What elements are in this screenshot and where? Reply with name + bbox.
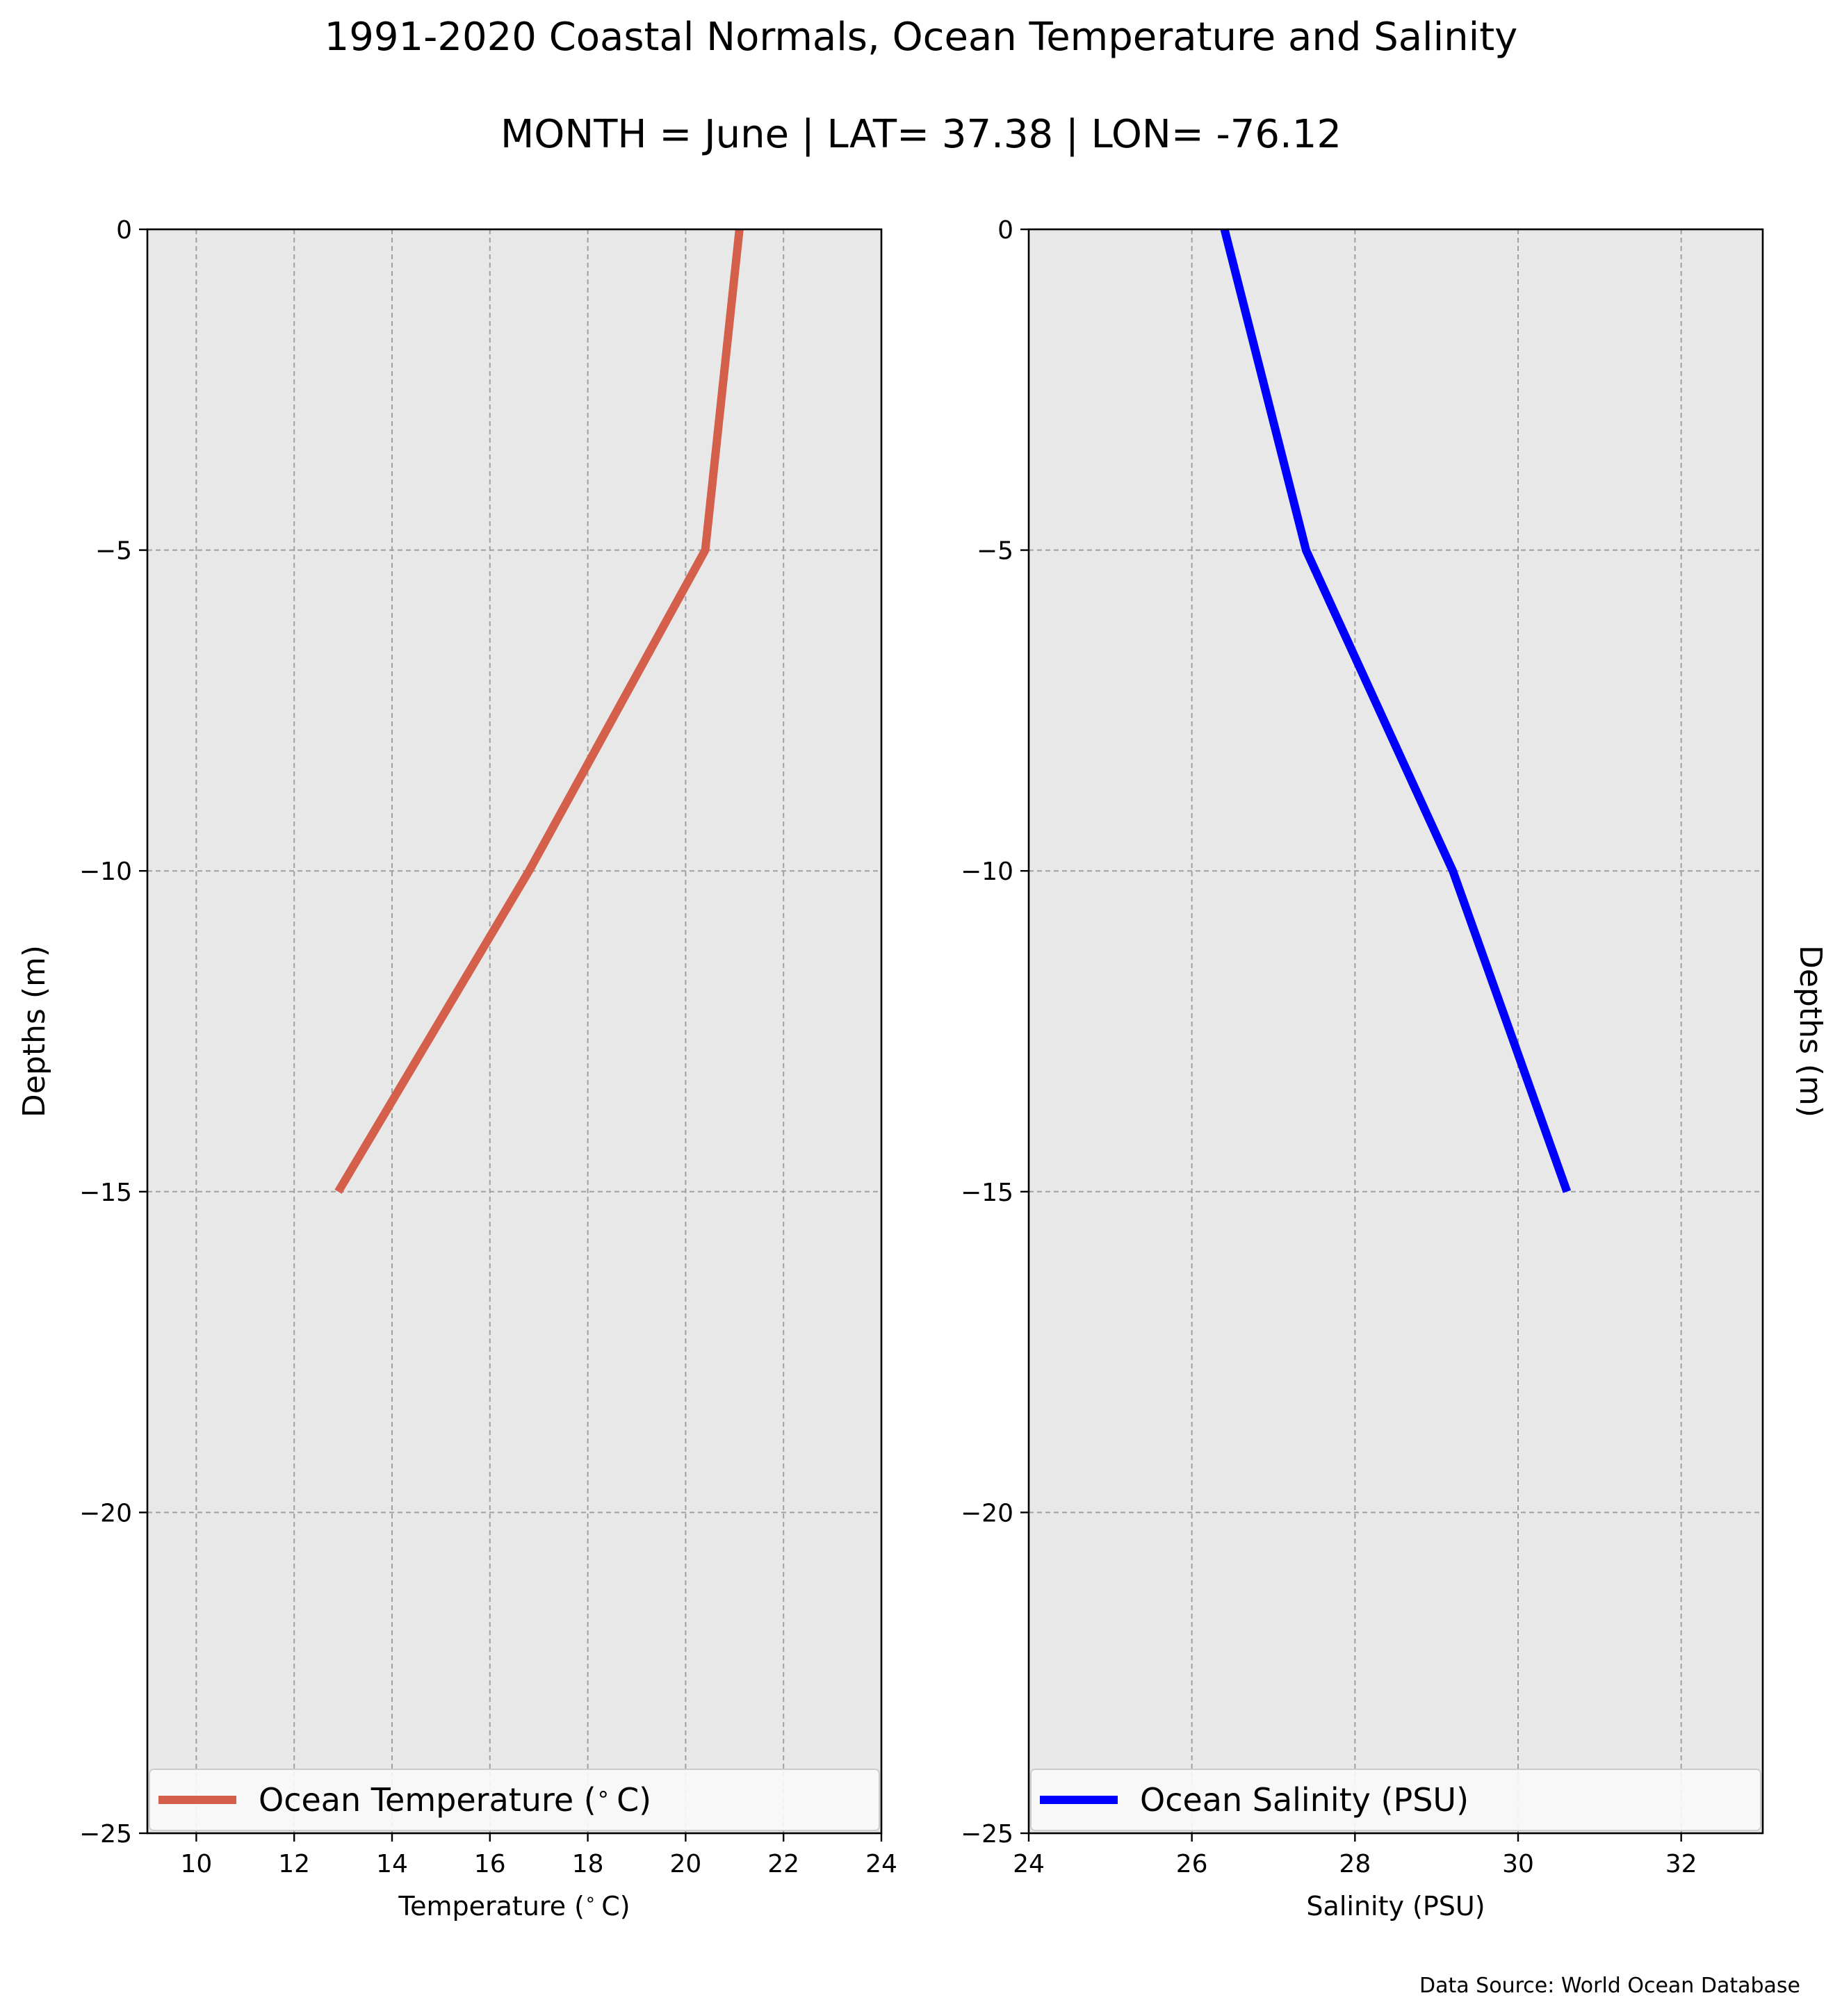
temperature-legend [149, 1769, 880, 1831]
salinity-x-tick-label: 32 [1665, 1850, 1697, 1878]
temperature-x-tick-label: 18 [572, 1850, 604, 1878]
temperature-y-tick-label: −10 [79, 858, 132, 886]
salinity-series-line [1220, 228, 1572, 1193]
temperature-panel: Ocean Temperature (∘ C) 10 12 14 16 18 20 22 24 0… [17, 216, 897, 1921]
temperature-x-tick-label: 12 [278, 1850, 310, 1878]
salinity-x-tick-label: 26 [1176, 1850, 1208, 1878]
salinity-y-tick-label: −20 [961, 1499, 1013, 1527]
temperature-x-tick-label: 10 [180, 1850, 212, 1878]
temperature-axes-frame [146, 228, 883, 1835]
temperature-x-tick-label: 24 [865, 1850, 897, 1878]
salinity-y-tick-label: −15 [961, 1179, 1013, 1207]
salinity-x-axis-label: Salinity (PSU) [1306, 1891, 1485, 1921]
salinity-y-tick-label: −25 [961, 1820, 1013, 1849]
temperature-y-axis-label: Depths (m) [17, 945, 52, 1117]
salinity-x-tick-label: 24 [1013, 1850, 1045, 1878]
salinity-legend [1030, 1769, 1761, 1831]
salinity-x-tick-label: 30 [1502, 1850, 1534, 1878]
temperature-plot-area [147, 229, 881, 1833]
temperature-series-line [334, 229, 744, 1194]
chart-title: 1991-2020 Coastal Normals, Ocean Tempera… [325, 15, 1518, 60]
temperature-x-tick-label: 22 [767, 1850, 799, 1878]
salinity-panel: Ocean Salinity (PSU) 24 26 28 30 32 0 −5 −10 −15 −… [961, 216, 1828, 1921]
temperature-x-axis-label: Temperature (∘ C) [398, 1889, 630, 1921]
temperature-y-tick-label: −5 [95, 537, 132, 566]
salinity-y-tick-label: −5 [977, 537, 1013, 566]
salinity-y-tick-label: −10 [961, 858, 1013, 886]
salinity-y-tick-label: 0 [997, 216, 1013, 245]
chart-subtitle: MONTH = June | LAT= 37.38 | LON= -76.12 [500, 112, 1342, 157]
temperature-y-tick-label: −20 [79, 1499, 132, 1527]
temperature-y-tick-label: −25 [79, 1820, 132, 1849]
temperature-legend-label: Ocean Temperature (∘ C) [259, 1780, 651, 1819]
salinity-y-axis-label: Depths (m) [1793, 945, 1828, 1117]
temperature-y-tick-label: 0 [116, 216, 132, 245]
salinity-axes-frame [1027, 228, 1764, 1835]
salinity-legend-label: Ocean Salinity (PSU) [1140, 1781, 1469, 1819]
salinity-x-tick-label: 28 [1339, 1850, 1371, 1878]
temperature-x-tick-label: 14 [376, 1850, 408, 1878]
salinity-plot-area [1029, 229, 1763, 1833]
temperature-x-tick-label: 16 [474, 1850, 506, 1878]
temperature-x-tick-label: 20 [669, 1850, 701, 1878]
source-note: Data Source: World Ocean Database [1419, 1974, 1800, 1998]
temperature-y-tick-label: −15 [79, 1179, 132, 1207]
